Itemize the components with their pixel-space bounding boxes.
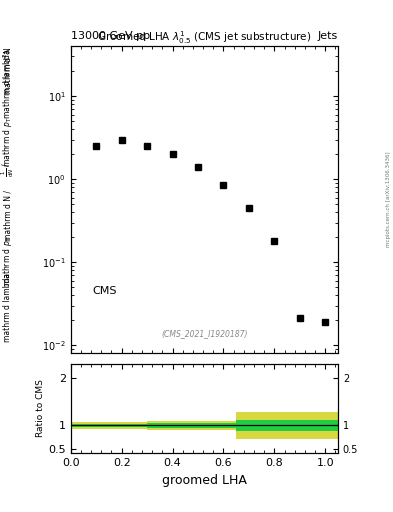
Bar xyxy=(147,421,236,430)
Bar xyxy=(147,423,236,428)
Text: mathrm d $p_T$: mathrm d $p_T$ xyxy=(1,236,15,286)
Bar xyxy=(236,420,338,431)
Text: mathrm d$^2$N: mathrm d$^2$N xyxy=(2,47,14,95)
Title: Groomed LHA $\lambda^{1}_{0.5}$ (CMS jet substructure): Groomed LHA $\lambda^{1}_{0.5}$ (CMS jet… xyxy=(97,29,312,46)
Text: mathrm d N /: mathrm d N / xyxy=(4,189,12,241)
Text: mathrm d $p_\mathrm{T}$mathrm d lambda: mathrm d $p_\mathrm{T}$mathrm d lambda xyxy=(1,48,15,167)
Y-axis label: Ratio to CMS: Ratio to CMS xyxy=(37,379,46,437)
Bar xyxy=(236,412,338,439)
Text: Jets: Jets xyxy=(318,31,338,41)
Text: mathrm d lambda: mathrm d lambda xyxy=(4,272,12,342)
Text: mcplots.cern.ch [arXiv:1306.3436]: mcplots.cern.ch [arXiv:1306.3436] xyxy=(386,152,391,247)
Bar xyxy=(71,422,147,429)
X-axis label: groomed LHA: groomed LHA xyxy=(162,474,247,486)
Text: (CMS_2021_I1920187): (CMS_2021_I1920187) xyxy=(161,329,248,338)
Text: $\frac{1}{\mathrm{d}N}$ /: $\frac{1}{\mathrm{d}N}$ / xyxy=(0,161,16,177)
Text: 13000 GeV pp: 13000 GeV pp xyxy=(71,31,150,41)
Text: CMS: CMS xyxy=(92,286,117,296)
Bar xyxy=(71,424,147,427)
